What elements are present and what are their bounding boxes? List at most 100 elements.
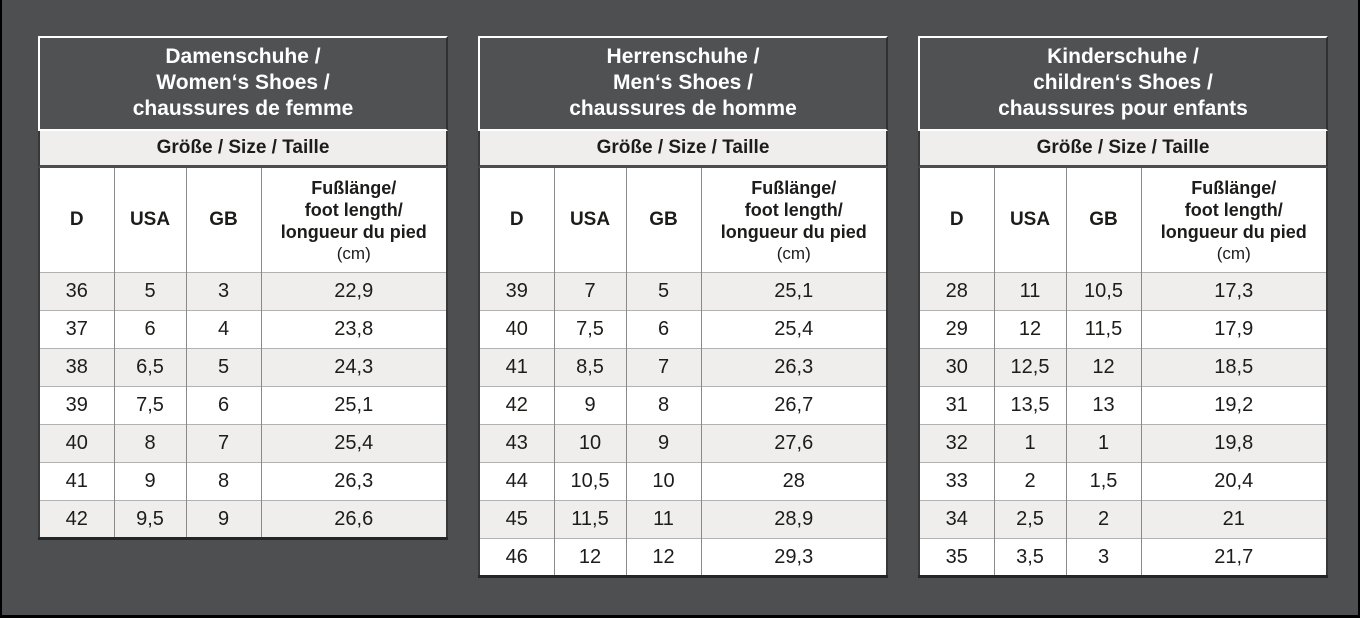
size-cell: 29 [919,310,994,349]
title-line: Men‘s Shoes / [612,71,754,94]
footlength-label-de: Fußlänge/ [751,177,837,198]
size-cell: 5 [185,348,261,387]
table-title-men: Herrenschuhe / Men‘s Shoes / chaussures … [478,36,888,131]
size-cell: 11,5 [553,500,626,539]
title-line: children‘s Shoes / [1033,71,1213,94]
size-cell: 8 [185,462,261,501]
column-header-gb: GB [1065,168,1141,273]
table-row: 38 6,5 5 24,3 [39,348,447,387]
size-cell: 12,5 [993,348,1066,387]
size-cell: 10 [553,424,626,463]
size-cell: 28 [700,462,887,501]
size-cell: 25,1 [700,272,887,311]
size-cell: 42 [479,386,554,425]
size-cell: 34 [919,500,994,539]
men-sizes-table: D USA GB Fußlänge/ foot length/ longueur… [478,168,888,578]
table-row: 39 7,5 6 25,1 [39,386,447,425]
title-line: Women‘s Shoes / [156,71,330,94]
size-cell: 10 [625,462,701,501]
size-cell: 1 [1065,424,1141,463]
size-cell: 8,5 [553,348,626,387]
size-cell: 25,4 [260,424,447,463]
size-cell: 25,4 [700,310,887,349]
size-cell: 3,5 [993,538,1066,577]
size-cell: 25,1 [260,386,447,425]
size-cell: 6,5 [113,348,186,387]
column-header-usa: USA [553,168,626,273]
size-cell: 3 [1065,538,1141,577]
table-subtitle-women: Größe / Size / Taille [38,131,448,168]
table-title-women: Damenschuhe / Women‘s Shoes / chaussures… [38,36,448,131]
table-row: 28 11 10,5 17,3 [919,272,1327,311]
column-header-gb: GB [185,168,261,273]
size-cell: 17,3 [1140,272,1327,311]
size-cell: 4 [185,310,261,349]
size-cell: 26,3 [700,348,887,387]
size-cell: 19,8 [1140,424,1327,463]
size-cell: 7 [625,348,701,387]
footlength-label-en: foot length/ [1184,199,1283,220]
column-header-gb: GB [625,168,701,273]
size-cell: 28 [919,272,994,311]
size-cell: 5 [113,272,186,311]
footlength-unit: (cm) [776,243,811,263]
size-cell: 22,9 [260,272,447,311]
column-header-footlength: Fußlänge/ foot length/ longueur du pied … [260,168,447,273]
size-tables-container: Damenschuhe / Women‘s Shoes / chaussures… [2,0,1358,578]
size-table-women: Damenschuhe / Women‘s Shoes / chaussures… [38,36,448,540]
size-cell: 10,5 [1065,272,1141,311]
title-line: chaussures pour enfants [998,97,1248,120]
table-row: 33 2 1,5 20,4 [919,462,1327,501]
header-row: D USA GB Fußlänge/ foot length/ longueur… [919,168,1327,273]
size-cell: 32 [919,424,994,463]
table-row: 42 9 8 26,7 [479,386,887,425]
size-cell: 3 [185,272,261,311]
women-sizes-body: 36 5 3 22,9 37 6 4 23,8 38 6,5 5 24,3 39 7,5 6 25,1 40 8 7… [39,272,447,539]
children-sizes-table: D USA GB Fußlänge/ foot length/ longueur… [918,168,1328,578]
size-cell: 7 [185,424,261,463]
column-header-footlength: Fußlänge/ foot length/ longueur du pied … [700,168,887,273]
size-cell: 19,2 [1140,386,1327,425]
table-subtitle-children: Größe / Size / Taille [918,131,1328,168]
size-cell: 43 [479,424,554,463]
size-cell: 24,3 [260,348,447,387]
size-cell: 5 [625,272,701,311]
footlength-label-en: foot length/ [744,199,843,220]
table-row: 35 3,5 3 21,7 [919,538,1327,577]
size-cell: 31 [919,386,994,425]
table-row: 30 12,5 12 18,5 [919,348,1327,387]
size-cell: 12 [993,310,1066,349]
size-cell: 7,5 [113,386,186,425]
size-cell: 11 [625,500,701,539]
size-cell: 9 [185,500,261,539]
size-cell: 12 [553,538,626,577]
size-cell: 6 [113,310,186,349]
size-cell: 46 [479,538,554,577]
footlength-label-en: foot length/ [304,199,403,220]
table-row: 42 9,5 9 26,6 [39,500,447,539]
footlength-label-fr: longueur du pied [280,221,427,242]
size-cell: 6 [625,310,701,349]
size-table-children: Kinderschuhe / children‘s Shoes / chauss… [918,36,1328,578]
table-row: 37 6 4 23,8 [39,310,447,349]
table-row: 41 9 8 26,3 [39,462,447,501]
size-cell: 21 [1140,500,1327,539]
column-header-footlength: Fußlänge/ foot length/ longueur du pied … [1140,168,1327,273]
size-cell: 1,5 [1065,462,1141,501]
size-cell: 13 [1065,386,1141,425]
size-cell: 35 [919,538,994,577]
size-cell: 10,5 [553,462,626,501]
title-line: Damenschuhe / [165,45,321,68]
size-cell: 38 [39,348,114,387]
size-cell: 29,3 [700,538,887,577]
size-cell: 20,4 [1140,462,1327,501]
size-cell: 41 [479,348,554,387]
size-cell: 7,5 [553,310,626,349]
column-header-d: D [39,168,114,273]
table-row: 39 7 5 25,1 [479,272,887,311]
table-row: 32 1 1 19,8 [919,424,1327,463]
size-cell: 45 [479,500,554,539]
size-cell: 11 [993,272,1066,311]
size-cell: 2 [993,462,1066,501]
